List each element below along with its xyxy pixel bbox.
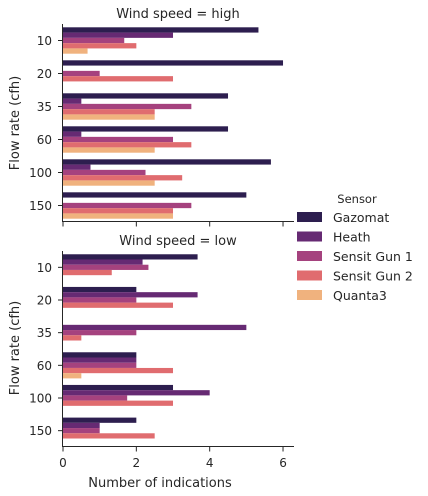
- y-tick-label: 60: [37, 133, 52, 147]
- bar-sensit-gun-2-150: [63, 208, 174, 214]
- y-tick-label: 150: [29, 199, 52, 213]
- panel-wind-low: Wind speed = low 10 20 35 60 100 150 0 2 4 6: [29, 234, 294, 470]
- bar-gazomat-60: [63, 126, 229, 132]
- bar-sensit-gun-1-150: [63, 202, 192, 209]
- legend-swatch: [297, 212, 322, 222]
- bar-sensit-gun-1-10: [63, 37, 125, 44]
- bar-quanta3-150: [63, 213, 174, 219]
- bar-quanta3-35: [63, 114, 155, 120]
- bar-sensit-gun-2-150: [63, 433, 155, 439]
- bar-sensit-gun-2-10: [63, 269, 112, 276]
- bar-sensit-gun-2-20: [63, 302, 174, 308]
- bar-quanta3-60: [63, 373, 82, 379]
- x-tick-label: 4: [206, 456, 214, 470]
- bar-gazomat-20: [63, 286, 137, 293]
- x-tick-label: 0: [59, 456, 67, 470]
- panel-title: Wind speed = high: [116, 7, 240, 22]
- bar-sensit-gun-1-35: [63, 103, 192, 110]
- bar-gazomat-100: [63, 384, 174, 391]
- y-tick-label: 35: [37, 100, 52, 114]
- bar-heath-10: [63, 32, 174, 38]
- y-tick-label: 100: [29, 166, 52, 180]
- y-tick-label: 20: [37, 294, 52, 308]
- y-tick-label: 35: [37, 326, 52, 340]
- bar-sensit-gun-2-60: [63, 142, 192, 148]
- y-axis-label: Flow rate (cfh): [8, 76, 23, 170]
- legend-swatch: [297, 251, 322, 261]
- legend-label: Sensit Gun 2: [333, 269, 413, 284]
- bar-quanta3-60: [63, 147, 155, 153]
- bar-gazomat-60: [63, 352, 137, 358]
- bar-sensit-gun-2-10: [63, 43, 137, 49]
- bar-sensit-gun-1-35: [63, 330, 137, 336]
- legend-swatch: [297, 290, 322, 300]
- bar-sensit-gun-1-100: [63, 395, 128, 401]
- bar-gazomat-10: [63, 254, 198, 260]
- panel-wind-high: Wind speed = high 10 20 35 60 100 150: [29, 7, 294, 227]
- x-tick-label: 2: [133, 456, 141, 470]
- y-ticks: 10 20 35 60 100 150: [29, 34, 63, 213]
- bar-sensit-gun-2-100: [63, 400, 174, 406]
- bars-group: [63, 254, 247, 439]
- y-tick-label: 20: [37, 67, 52, 81]
- bar-sensit-gun-1-60: [63, 362, 137, 368]
- y-axis-label: Flow rate (cfh): [8, 301, 23, 395]
- x-ticks: [62, 222, 284, 227]
- legend-label: Sensit Gun 1: [333, 249, 413, 264]
- legend-swatch: [297, 270, 322, 281]
- bar-gazomat-35: [63, 93, 229, 99]
- y-tick-label: 60: [37, 359, 52, 373]
- bar-sensit-gun-1-20: [63, 70, 100, 77]
- bar-sensit-gun-2-100: [63, 175, 183, 181]
- bar-heath-10: [63, 259, 143, 265]
- y-tick-label: 10: [37, 261, 52, 275]
- legend-label: Heath: [333, 230, 371, 245]
- bar-sensit-gun-1-10: [63, 264, 149, 270]
- x-axis-label: Number of indications: [88, 476, 232, 491]
- y-tick-label: 10: [37, 34, 52, 48]
- bar-gazomat-150: [63, 417, 137, 423]
- bars-group: [63, 27, 284, 219]
- bar-gazomat-10: [63, 27, 259, 33]
- bar-sensit-gun-1-20: [63, 297, 137, 303]
- legend-label: Gazomat: [333, 210, 389, 225]
- bar-heath-100: [63, 390, 210, 396]
- y-tick-label: 100: [29, 392, 52, 406]
- bar-sensit-gun-1-60: [63, 136, 174, 143]
- bar-heath-150: [63, 422, 100, 429]
- bar-heath-20: [63, 292, 198, 298]
- bar-gazomat-20: [63, 60, 284, 66]
- bar-sensit-gun-1-100: [63, 169, 146, 176]
- bar-heath-60: [63, 131, 82, 137]
- bar-gazomat-150: [63, 192, 247, 198]
- y-tick-label: 150: [29, 424, 52, 438]
- bar-sensit-gun-2-20: [63, 76, 174, 82]
- y-ticks: 10 20 35 60 100 150: [29, 261, 63, 438]
- bar-quanta3-100: [63, 180, 155, 186]
- bar-sensit-gun-2-60: [63, 367, 174, 374]
- bar-heath-60: [63, 357, 137, 363]
- bar-sensit-gun-2-35: [63, 335, 82, 341]
- legend-title: Sensor: [337, 192, 377, 206]
- x-tick-labels: 0 2 4 6: [59, 456, 287, 470]
- bar-gazomat-100: [63, 159, 271, 165]
- legend-swatch: [297, 231, 322, 242]
- panel-title: Wind speed = low: [119, 234, 237, 249]
- x-tick-label: 6: [279, 456, 287, 470]
- bar-sensit-gun-1-150: [63, 428, 100, 434]
- bar-heath-35: [63, 324, 247, 331]
- bar-sensit-gun-2-35: [63, 109, 155, 115]
- legend-label: Quanta3: [333, 288, 387, 303]
- bar-heath-35: [63, 98, 82, 104]
- bar-quanta3-10: [63, 48, 88, 54]
- bar-heath-100: [63, 164, 91, 170]
- legend: Sensor Gazomat Heath Sensit Gun 1 Sensit Gu…: [297, 192, 413, 303]
- x-ticks: [62, 447, 284, 452]
